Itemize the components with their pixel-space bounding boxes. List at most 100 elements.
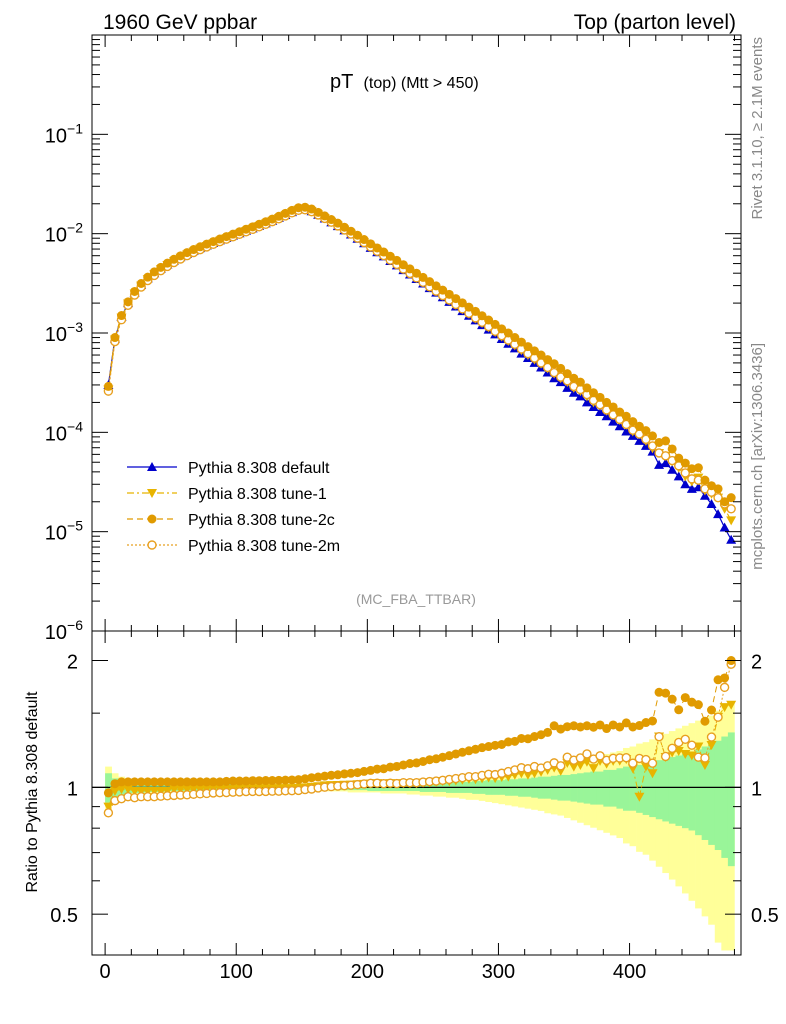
x-tick-label: 0	[100, 961, 111, 983]
ratio-point	[713, 712, 723, 722]
main-point	[713, 509, 724, 519]
green-band-bin	[695, 749, 702, 836]
main-point	[412, 268, 421, 278]
green-band-bin	[583, 772, 591, 804]
main-point	[726, 493, 736, 503]
ratio-point	[582, 749, 592, 759]
green-band-bin	[682, 753, 689, 829]
ratio-point	[129, 787, 140, 797]
main-point	[497, 324, 507, 334]
ratio-point	[720, 673, 730, 683]
ratio-point	[680, 693, 690, 703]
legend-marker	[147, 489, 157, 498]
main-point	[451, 294, 461, 304]
ratio-point	[667, 694, 677, 704]
ratio-point	[719, 682, 730, 693]
main-point	[405, 264, 415, 274]
green-band-bin	[701, 746, 709, 840]
ratio-point	[654, 687, 664, 697]
main-point	[556, 363, 566, 373]
ratio-y-tick-label: 1	[67, 778, 78, 800]
main-point	[136, 279, 146, 289]
ratio-point	[516, 733, 526, 743]
main-point	[530, 346, 539, 356]
y-tick-label: 10−6	[45, 617, 83, 644]
main-point	[680, 468, 690, 478]
ratio-point	[490, 740, 500, 750]
green-band-bin	[721, 736, 729, 858]
ratio-point	[661, 688, 671, 698]
ratio-point	[707, 705, 716, 715]
main-point	[523, 342, 533, 352]
ratio-point	[235, 776, 244, 786]
ratio-point	[156, 777, 166, 787]
ratio-point	[176, 777, 185, 787]
main-point	[320, 211, 330, 221]
main-point	[117, 311, 126, 321]
main-point	[673, 471, 684, 481]
ratio-point	[294, 775, 303, 785]
main-point	[621, 426, 632, 436]
green-band-bin	[668, 757, 676, 824]
green-band-bin	[603, 769, 611, 807]
ratio-point	[693, 700, 703, 710]
ratio-point	[726, 700, 737, 710]
main-point	[582, 383, 592, 393]
main-point	[313, 207, 323, 217]
legend-item: Pythia 8.308 tune-2m	[127, 538, 340, 555]
main-point	[392, 255, 402, 265]
main-point	[149, 267, 159, 277]
ratio-point	[543, 727, 553, 737]
main-point	[562, 382, 573, 392]
ratio-tick-labels: 0.5 0.5 1 1 2 2 0 100 200 300 400	[50, 652, 779, 983]
ratio-point	[117, 777, 126, 787]
legend-item: Pythia 8.308 default	[127, 460, 330, 477]
ratio-point	[326, 770, 336, 780]
ratio-point	[123, 777, 133, 787]
main-point	[660, 458, 671, 468]
header-right: Top (parton level)	[574, 11, 736, 34]
main-point	[490, 319, 500, 329]
main-point	[366, 239, 376, 249]
main-point	[713, 492, 723, 503]
ratio-point	[699, 760, 710, 770]
main-point	[720, 497, 730, 507]
ratio-point	[667, 743, 677, 753]
ratio-y-tick-label-right: 1	[751, 778, 762, 800]
ratio-point	[339, 769, 349, 779]
main-point	[503, 328, 513, 338]
green-band-bin	[609, 769, 617, 807]
main-point	[615, 407, 625, 417]
main-point	[608, 416, 619, 426]
x-tick-label: 400	[613, 961, 646, 983]
ratio-point	[254, 776, 264, 786]
ratio-point	[706, 741, 717, 751]
main-point	[641, 426, 651, 436]
y-tick-label: 10−5	[45, 518, 83, 545]
main-point	[477, 311, 487, 321]
plot-title-sub: (top) (Mtt > 450)	[364, 75, 479, 92]
main-point	[562, 369, 572, 379]
main-y-tick-labels: 10−6 10−5 10−4 10−3 10−2 10−1	[45, 120, 83, 644]
x-tick-label: 200	[351, 961, 384, 983]
ratio-point	[228, 776, 238, 786]
main-point	[726, 516, 737, 526]
green-band-bin	[675, 755, 683, 826]
ratio-point	[719, 703, 730, 713]
main-point	[143, 272, 153, 282]
main-point	[536, 350, 546, 360]
ratio-point	[267, 776, 277, 786]
main-point	[614, 421, 625, 431]
y-tick-label: 10−4	[45, 418, 83, 445]
legend-label: Pythia 8.308 default	[188, 460, 330, 477]
green-band-bin	[727, 732, 735, 867]
ratio-y-tick-label: 2	[67, 652, 78, 674]
ratio-point	[522, 770, 533, 780]
main-point	[398, 260, 408, 270]
main-point	[353, 230, 362, 240]
legend-label: Pythia 8.308 tune-2c	[188, 512, 335, 529]
green-band-bin	[714, 740, 722, 851]
ratio-point	[142, 787, 153, 797]
green-band-bin	[662, 758, 670, 822]
